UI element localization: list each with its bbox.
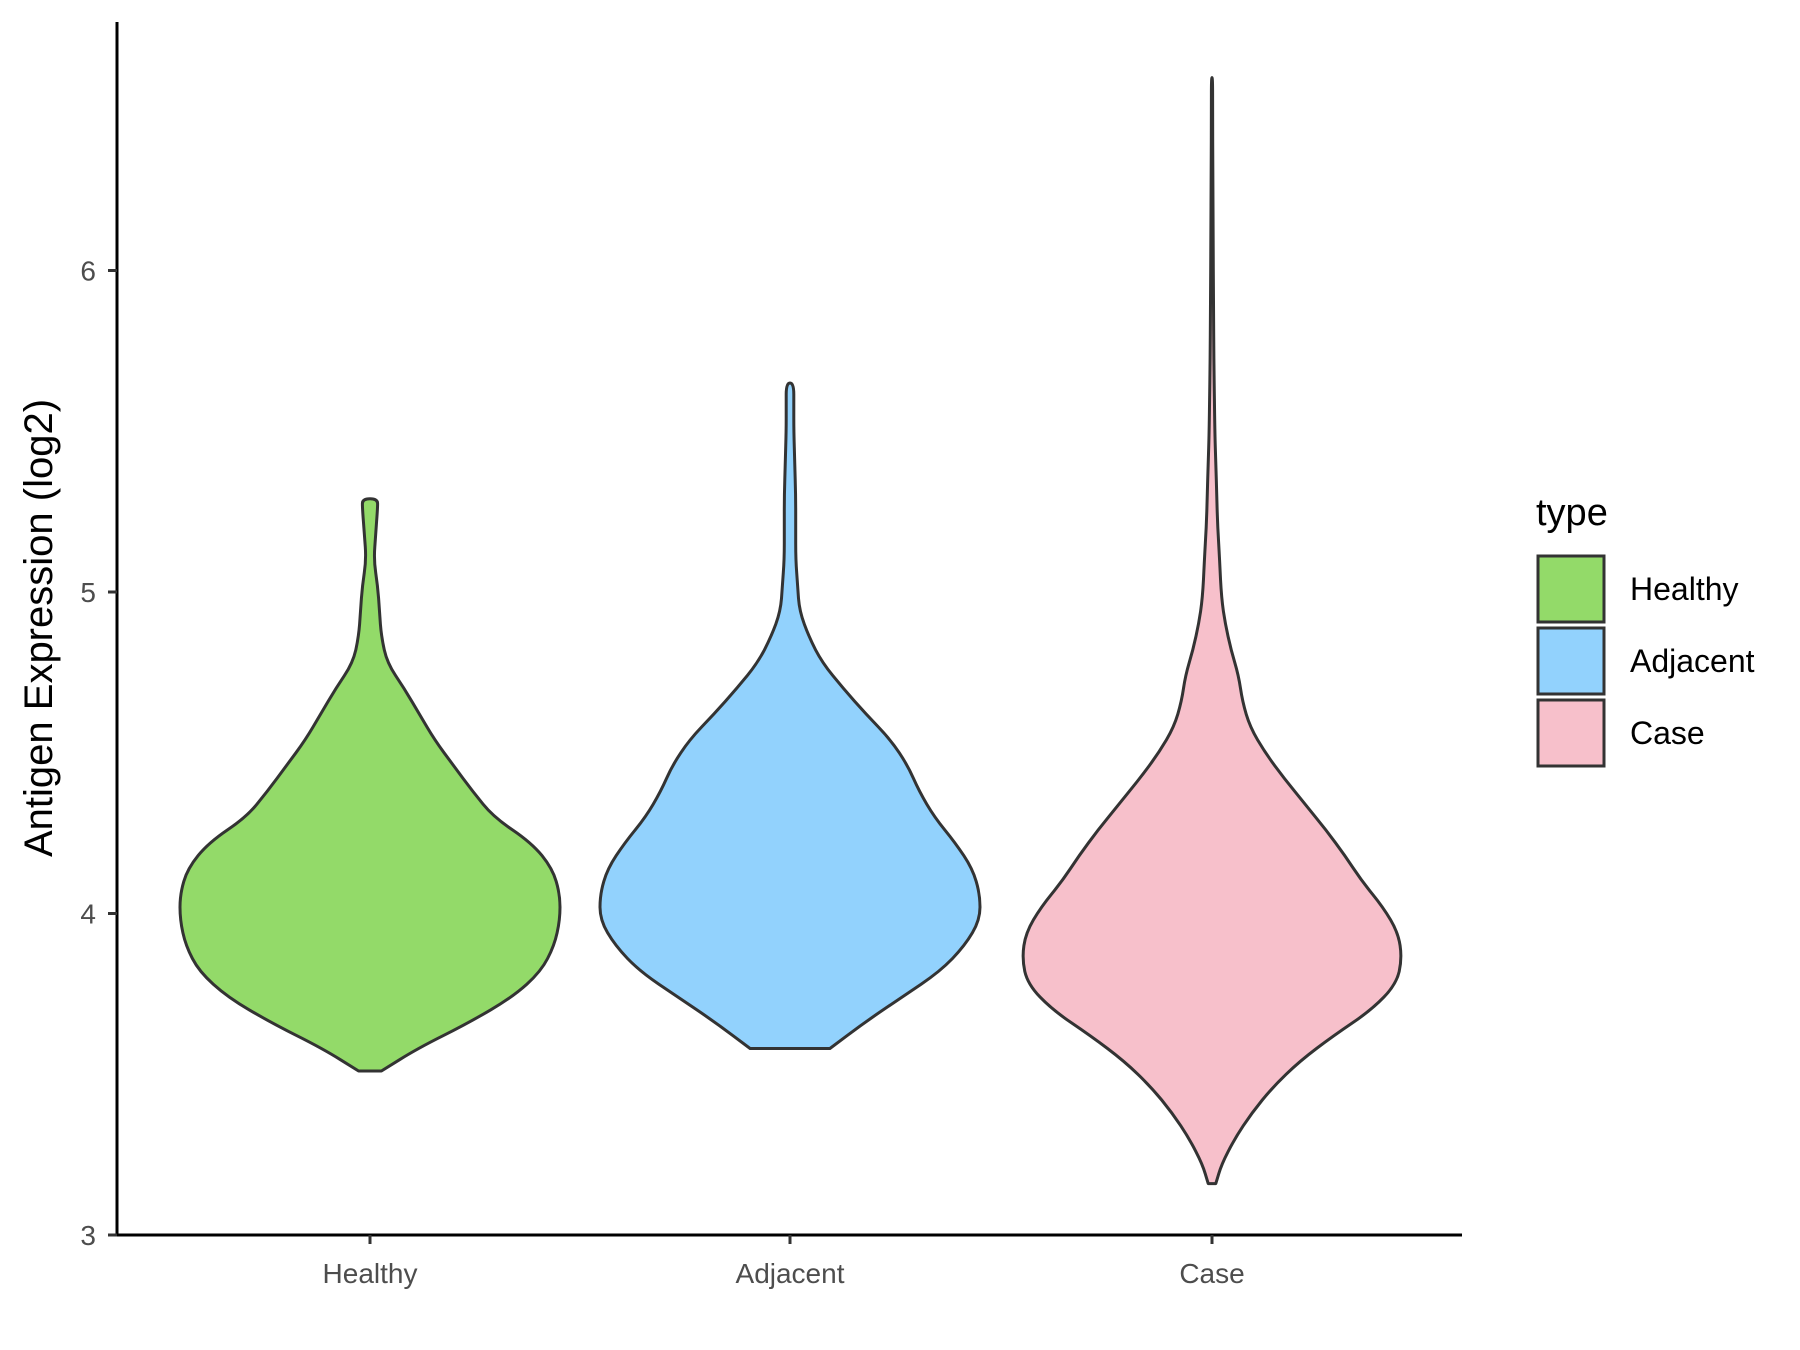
x-tick-label: Adjacent bbox=[736, 1258, 845, 1289]
y-axis-title: Antigen Expression (log2) bbox=[17, 399, 61, 857]
y-tick-label: 3 bbox=[80, 1220, 96, 1251]
legend-label: Healthy bbox=[1630, 571, 1739, 607]
violin-case bbox=[1021, 76, 1403, 1186]
legend-key-adjacent bbox=[1536, 626, 1606, 696]
y-tick-label: 4 bbox=[80, 899, 96, 930]
violin-layer bbox=[178, 76, 1403, 1186]
y-tick-label: 6 bbox=[80, 256, 96, 287]
legend-keys: Healthy Adjacent Case bbox=[1536, 554, 1755, 768]
y-tick-label: 5 bbox=[80, 577, 96, 608]
x-tick-label: Case bbox=[1179, 1258, 1244, 1289]
x-tick-label: Healthy bbox=[323, 1258, 418, 1289]
legend-title: type bbox=[1536, 492, 1608, 534]
legend-key-healthy bbox=[1536, 554, 1606, 624]
legend-key-case bbox=[1536, 698, 1606, 768]
y-ticks: 3 4 5 6 bbox=[80, 256, 117, 1251]
violin-healthy bbox=[178, 497, 562, 1073]
legend-label: Adjacent bbox=[1630, 643, 1755, 679]
violin-adjacent bbox=[598, 381, 982, 1050]
x-ticks: Healthy Adjacent Case bbox=[323, 1235, 1245, 1289]
legend-label: Case bbox=[1630, 715, 1705, 751]
legend: type Healthy Adjacent Case bbox=[1536, 492, 1755, 768]
